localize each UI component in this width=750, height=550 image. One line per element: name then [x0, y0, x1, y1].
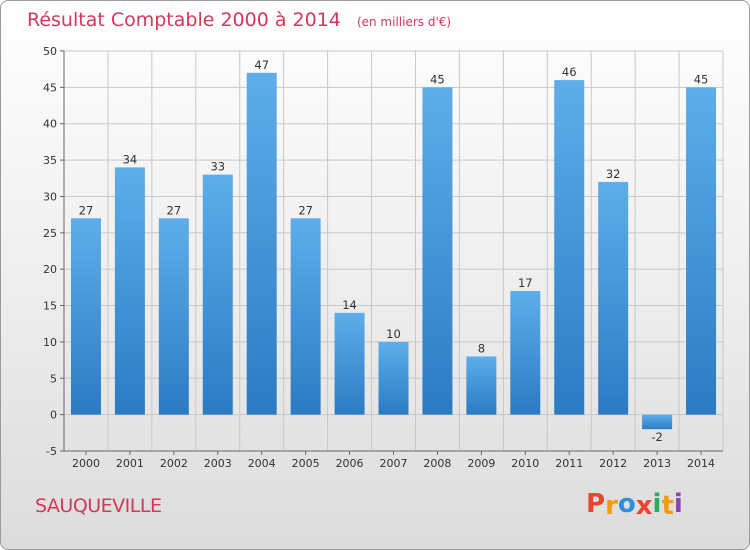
- chart-title: Résultat Comptable 2000 à 2014 (en milli…: [27, 9, 451, 31]
- y-tick-label: 5: [50, 372, 57, 385]
- chart-unit: (en milliers d'€): [356, 15, 452, 29]
- logo-letter: P: [586, 489, 606, 519]
- bar-2008: [422, 87, 453, 415]
- bar-2007: [378, 341, 409, 415]
- bar-2012: [598, 181, 629, 415]
- bar-2006: [334, 312, 365, 415]
- data-label-2007: 10: [386, 327, 401, 341]
- x-tick-label: 2009: [467, 457, 495, 470]
- logo-letter: i: [673, 489, 683, 519]
- data-label-2002: 27: [167, 203, 182, 217]
- data-label-2008: 45: [430, 72, 445, 86]
- bar-2005: [290, 218, 321, 415]
- logo-letter: t: [661, 491, 674, 521]
- y-tick-label: 25: [43, 227, 57, 240]
- bar-2011: [554, 80, 585, 415]
- y-tick-label: 45: [43, 81, 57, 94]
- data-label-2004: 47: [254, 58, 269, 72]
- y-tick-label: 10: [43, 336, 57, 349]
- data-label-2009: 8: [478, 341, 485, 355]
- x-tick-label: 2006: [336, 457, 364, 470]
- proxiti-logo: Proxiti: [586, 489, 683, 521]
- y-tick-label: 15: [43, 300, 57, 313]
- bars: [70, 72, 717, 430]
- chart-title-text: Résultat Comptable 2000 à 2014: [27, 9, 341, 31]
- bar-2002: [158, 218, 189, 415]
- bar-2009: [466, 356, 497, 415]
- y-tick-label: 0: [50, 409, 57, 422]
- bar-2004: [246, 72, 277, 415]
- x-tick-label: 2001: [116, 457, 144, 470]
- data-label-2006: 14: [342, 298, 357, 312]
- x-tick-label: 2014: [687, 457, 715, 470]
- x-tick-label: 2003: [204, 457, 232, 470]
- y-tick-label: 50: [43, 45, 57, 58]
- data-label-2014: 45: [694, 72, 709, 86]
- x-tick-label: 2011: [555, 457, 583, 470]
- logo-letter: o: [617, 489, 636, 519]
- data-label-2003: 33: [210, 160, 225, 174]
- commune-name: SAUQUEVILLE: [35, 495, 162, 517]
- x-tick-label: 2007: [380, 457, 408, 470]
- x-tick-label: 2008: [423, 457, 451, 470]
- x-tick-label: 2000: [72, 457, 100, 470]
- data-label-2005: 27: [298, 203, 313, 217]
- y-tick-label: 40: [43, 118, 57, 131]
- bar-2003: [202, 174, 233, 415]
- logo-letter: i: [652, 489, 662, 519]
- bar-2010: [510, 291, 541, 415]
- x-tick-label: 2013: [643, 457, 671, 470]
- y-tick-label: 20: [43, 263, 57, 276]
- y-tick-label: 30: [43, 190, 57, 203]
- x-tick-label: 2010: [511, 457, 539, 470]
- x-tick-label: 2004: [248, 457, 276, 470]
- logo-letter: r: [605, 491, 618, 521]
- logo-letter: x: [635, 491, 653, 521]
- bar-2000: [70, 218, 101, 415]
- x-tick-label: 2005: [292, 457, 320, 470]
- axes: -5 0 5 10 15 20 25 30 35 40 45 50 2000 2001 2002 2003 20…: [43, 45, 723, 470]
- x-tick-label: 2002: [160, 457, 188, 470]
- x-tick-label: 2012: [599, 457, 627, 470]
- data-label-2013: -2: [651, 430, 662, 444]
- data-label-2000: 27: [79, 203, 94, 217]
- bar-2014: [686, 87, 717, 415]
- data-label-2011: 46: [562, 65, 577, 79]
- y-tick-label: 35: [43, 154, 57, 167]
- data-label-2012: 32: [606, 167, 621, 181]
- bar-2001: [114, 167, 145, 415]
- data-label-2010: 17: [518, 276, 533, 290]
- data-labels: 27 34 27 33 47 27 14 10 45 8 17 46 32 -2 45: [79, 58, 709, 444]
- bar-2013: [642, 414, 673, 430]
- data-label-2001: 34: [123, 152, 138, 166]
- y-tick-label: -5: [46, 445, 57, 458]
